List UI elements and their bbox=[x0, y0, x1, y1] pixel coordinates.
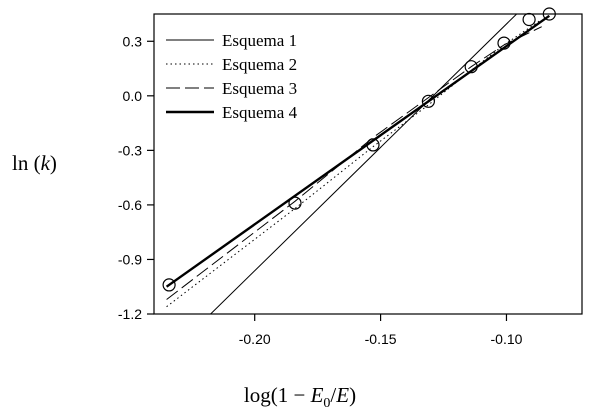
x-ticks: -0.20 -0.15 -0.10 bbox=[239, 314, 523, 347]
x-tick-label: -0.20 bbox=[239, 331, 271, 347]
points-layer bbox=[162, 7, 556, 292]
series-line-1 bbox=[210, 14, 518, 314]
legend: Esquema 1 Esquema 2 Esquema 3 Esquema 4 bbox=[166, 31, 298, 122]
y-ticks: 0.3 0.0 -0.3 -0.6 -0.9 -1.2 bbox=[118, 33, 154, 322]
y-tick-label: 0.0 bbox=[123, 88, 143, 104]
y-axis-label: ln (k) bbox=[12, 151, 57, 175]
data-point bbox=[522, 12, 536, 27]
legend-label-3: Esquema 3 bbox=[222, 79, 297, 98]
data-point bbox=[497, 36, 511, 50]
legend-label-4: Esquema 4 bbox=[222, 103, 298, 122]
y-tick-label: -0.9 bbox=[118, 251, 142, 267]
x-axis-label: log(1 − E0/E) bbox=[244, 383, 356, 411]
x-tick-label: -0.15 bbox=[365, 331, 397, 347]
series-line-3 bbox=[166, 26, 542, 300]
y-tick-label: -1.2 bbox=[118, 306, 142, 322]
series-line-4 bbox=[165, 14, 550, 288]
data-point bbox=[464, 60, 478, 74]
x-tick-label: -0.10 bbox=[491, 331, 523, 347]
y-tick-label: -0.6 bbox=[118, 197, 142, 213]
data-point bbox=[542, 7, 556, 21]
data-point bbox=[288, 196, 302, 210]
data-point bbox=[421, 94, 435, 108]
series-layer bbox=[165, 14, 550, 314]
data-point bbox=[162, 278, 176, 292]
data-point bbox=[366, 138, 380, 152]
plot-frame bbox=[153, 13, 583, 315]
y-tick-label: 0.3 bbox=[123, 33, 143, 49]
legend-label-2: Esquema 2 bbox=[222, 55, 297, 74]
legend-label-1: Esquema 1 bbox=[222, 31, 297, 50]
y-tick-label: -0.3 bbox=[118, 142, 142, 158]
